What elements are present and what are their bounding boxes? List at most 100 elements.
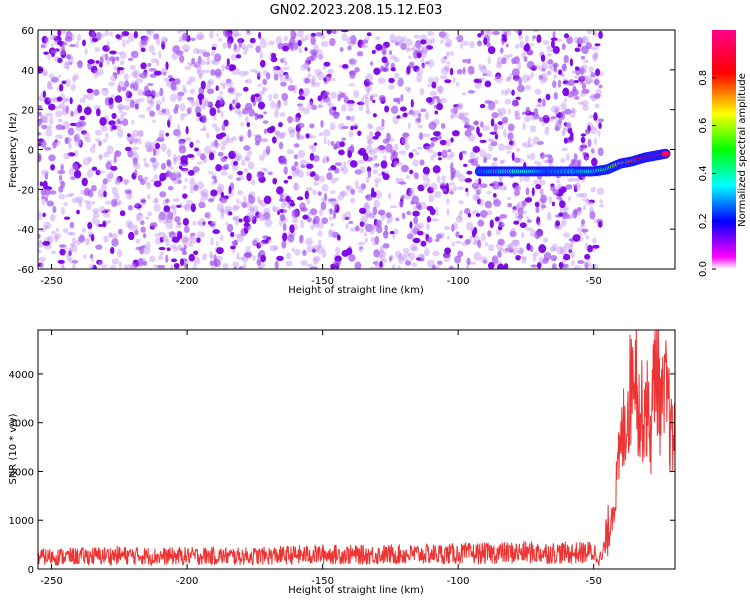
heatmap-cell	[398, 253, 404, 261]
heatmap-cell	[122, 118, 129, 127]
heatmap-cell	[394, 157, 400, 164]
heatmap-cell	[516, 30, 522, 33]
heatmap-cell	[332, 210, 337, 219]
heatmap-cell	[193, 61, 200, 69]
heatmap-cell	[119, 60, 125, 66]
heatmap-cell	[369, 132, 374, 141]
heatmap-cell	[594, 79, 600, 86]
heatmap-cell	[212, 258, 221, 268]
heatmap-cell	[487, 56, 491, 65]
heatmap-cell	[309, 208, 318, 216]
heatmap-cell	[502, 37, 507, 42]
heatmap-cell	[124, 80, 130, 88]
heatmap-cell	[414, 172, 419, 180]
heatmap-cell	[216, 109, 221, 114]
heatmap-cell	[312, 244, 321, 253]
heatmap-cell	[58, 244, 66, 248]
heatmap-cell	[92, 208, 100, 214]
heatmap-cell	[181, 251, 188, 255]
heatmap-cell	[170, 81, 177, 91]
heatmap-cell	[293, 181, 299, 190]
heatmap-cell	[313, 181, 319, 186]
heatmap-cell	[193, 147, 200, 152]
heatmap-cell	[334, 162, 342, 167]
heatmap-cell	[574, 96, 580, 100]
heatmap-cell	[523, 175, 530, 182]
heatmap-cell	[479, 103, 486, 109]
heatmap-cell	[280, 202, 287, 209]
heatmap-cell	[477, 198, 482, 205]
heatmap-cell	[273, 245, 279, 251]
heatmap-cell	[199, 58, 206, 66]
heatmap-cell	[322, 155, 329, 164]
heatmap-cell	[580, 219, 585, 225]
heatmap-cell	[365, 176, 370, 184]
heatmap-cell	[131, 119, 135, 125]
heatmap-cell	[140, 36, 146, 46]
heatmap-cell	[189, 177, 195, 187]
heatmap-cell	[497, 263, 505, 269]
heatmap-cell	[234, 233, 243, 238]
heatmap-cell	[440, 39, 444, 45]
heatmap-cell	[103, 235, 109, 243]
heatmap-cell	[92, 143, 97, 148]
heatmap-cell	[182, 43, 190, 53]
heatmap-cell	[347, 149, 353, 159]
heatmap-cell	[346, 99, 355, 105]
heatmap-cell	[124, 146, 132, 152]
heatmap-cell	[477, 77, 486, 82]
heatmap-cell	[554, 121, 562, 130]
heatmap-cell	[149, 73, 157, 78]
heatmap-cell	[391, 263, 396, 269]
heatmap-cell	[232, 99, 236, 105]
heatmap-cell	[135, 78, 144, 84]
heatmap-cell	[350, 115, 356, 120]
heatmap-cell	[40, 44, 46, 49]
heatmap-cell	[350, 117, 354, 123]
heatmap-cell	[122, 105, 131, 111]
heatmap-cell	[431, 264, 436, 269]
heatmap-cell	[243, 46, 249, 53]
heatmap-cell	[158, 246, 166, 251]
heatmap-cell	[160, 36, 168, 45]
heatmap-cell	[309, 49, 318, 55]
heatmap-cell	[123, 178, 129, 186]
heatmap-cell	[101, 53, 108, 58]
heatmap-cell	[58, 174, 63, 181]
heatmap-cell	[256, 72, 262, 77]
heatmap-cell	[299, 159, 308, 167]
heatmap-cell	[244, 116, 249, 124]
heatmap-cell	[429, 90, 438, 97]
heatmap-cell	[46, 200, 55, 207]
heatmap-cell	[131, 146, 139, 151]
heatmap-cell	[114, 95, 123, 103]
heatmap-cell	[359, 246, 364, 250]
heatmap-cell	[550, 37, 558, 41]
heatmap-cell	[222, 262, 229, 269]
heatmap-cell	[233, 150, 238, 155]
heatmap-cell	[552, 46, 560, 54]
heatmap-cell	[172, 156, 178, 165]
heatmap-cell	[279, 213, 286, 222]
heatmap-cell	[398, 39, 406, 49]
heatmap-cell	[279, 192, 284, 202]
heatmap-cell	[266, 126, 275, 134]
heatmap-cell	[501, 241, 505, 247]
heatmap-cell	[521, 200, 527, 206]
heatmap-cell	[444, 247, 452, 255]
heatmap-cell	[263, 168, 269, 173]
heatmap-cell	[176, 154, 181, 161]
heatmap-cell	[199, 190, 204, 195]
heatmap-cell	[346, 36, 353, 45]
heatmap-cell	[463, 207, 471, 215]
heatmap-cell	[187, 241, 194, 247]
heatmap-cell	[302, 249, 307, 256]
heatmap-cell	[176, 92, 182, 101]
heatmap-cell	[332, 77, 336, 82]
heatmap-cell	[521, 74, 529, 83]
heatmap-cell	[525, 141, 531, 149]
heatmap-cell	[363, 201, 369, 211]
heatmap-cell	[558, 212, 563, 217]
heatmap-cell	[512, 99, 518, 108]
heatmap-cell	[228, 174, 233, 180]
